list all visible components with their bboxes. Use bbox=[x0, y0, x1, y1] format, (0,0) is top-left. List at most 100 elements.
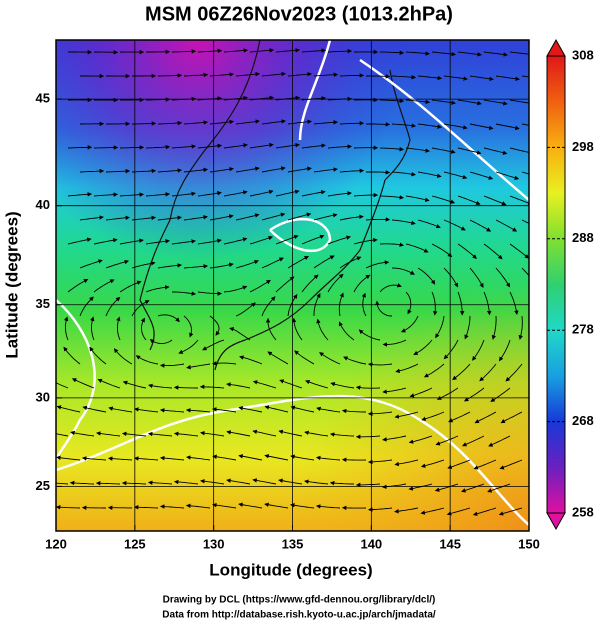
streamline bbox=[69, 480, 95, 486]
streamline bbox=[405, 147, 430, 153]
streamline bbox=[521, 267, 529, 277]
streamline bbox=[294, 350, 315, 365]
streamline bbox=[313, 119, 339, 125]
streamline bbox=[287, 256, 309, 269]
streamline bbox=[448, 411, 471, 423]
streamline bbox=[185, 503, 211, 509]
streamline bbox=[379, 195, 405, 200]
streamline bbox=[315, 455, 341, 461]
streamline bbox=[423, 363, 445, 378]
streamline bbox=[290, 405, 315, 413]
streamline bbox=[183, 215, 208, 221]
streamline bbox=[178, 339, 199, 354]
streamline bbox=[391, 171, 416, 177]
streamline bbox=[223, 190, 248, 197]
streamline bbox=[509, 291, 519, 316]
streamline bbox=[264, 502, 289, 509]
streamline bbox=[121, 431, 147, 437]
streamline bbox=[301, 274, 319, 293]
streamline bbox=[93, 192, 119, 197]
streamline bbox=[327, 191, 352, 197]
streamline bbox=[79, 168, 105, 174]
streamline bbox=[157, 73, 183, 78]
streamline bbox=[235, 213, 260, 221]
streamline bbox=[93, 237, 118, 245]
streamline bbox=[105, 296, 121, 317]
streamline bbox=[463, 387, 485, 402]
streamline bbox=[252, 478, 277, 485]
streamline bbox=[67, 192, 93, 197]
streamline bbox=[305, 380, 329, 389]
streamline bbox=[353, 237, 378, 245]
streamline bbox=[157, 215, 182, 221]
streamline bbox=[495, 219, 518, 232]
streamline bbox=[391, 123, 417, 128]
streamline bbox=[469, 123, 494, 131]
streamline bbox=[408, 435, 433, 444]
colorbar-bottom-arrow bbox=[546, 512, 566, 531]
streamline bbox=[183, 120, 209, 125]
streamline bbox=[235, 260, 259, 269]
streamline bbox=[457, 195, 481, 205]
streamline bbox=[405, 291, 412, 315]
streamline bbox=[183, 264, 209, 269]
streamline bbox=[134, 407, 159, 413]
streamline bbox=[495, 171, 520, 180]
streamline bbox=[367, 411, 393, 417]
streamline bbox=[275, 235, 299, 245]
streamline bbox=[490, 387, 511, 402]
streamline bbox=[264, 454, 289, 461]
streamline bbox=[431, 51, 457, 57]
streamline bbox=[278, 429, 303, 437]
streamline bbox=[229, 326, 251, 341]
streamline bbox=[417, 171, 442, 178]
streamline bbox=[197, 191, 222, 197]
y-tick-label: 25 bbox=[36, 478, 50, 493]
streamline bbox=[261, 166, 286, 173]
streamline bbox=[287, 212, 312, 221]
streamline bbox=[313, 255, 335, 269]
streamline bbox=[235, 71, 261, 77]
streamline bbox=[313, 72, 339, 78]
streamline bbox=[267, 351, 289, 365]
streamline bbox=[521, 75, 529, 78]
streamline bbox=[443, 171, 468, 180]
streamline bbox=[379, 146, 405, 152]
streamline bbox=[498, 339, 511, 362]
streamline bbox=[96, 431, 121, 437]
coastlines bbox=[139, 40, 411, 371]
streamline bbox=[56, 405, 81, 413]
streamline bbox=[148, 383, 173, 389]
streamline bbox=[509, 51, 529, 55]
streamline bbox=[131, 168, 157, 174]
streamline bbox=[469, 75, 494, 82]
streamline bbox=[200, 478, 225, 485]
streamline bbox=[149, 338, 173, 345]
streamline bbox=[498, 507, 523, 516]
streamline bbox=[327, 273, 344, 293]
streamline bbox=[365, 260, 390, 269]
streamline bbox=[183, 315, 194, 338]
streamline bbox=[212, 407, 237, 413]
y-tick-label: 30 bbox=[36, 389, 50, 404]
streamline bbox=[147, 431, 173, 437]
y-tick-label: 35 bbox=[36, 296, 50, 311]
streamline bbox=[417, 75, 443, 81]
x-tick-label: 150 bbox=[518, 536, 540, 551]
streamline bbox=[327, 48, 353, 54]
streamline bbox=[339, 73, 365, 78]
streamline bbox=[395, 363, 419, 374]
streamline bbox=[67, 237, 92, 245]
streamline bbox=[339, 120, 365, 126]
colorbar-tick-label: 288 bbox=[572, 230, 594, 245]
colorbar-tick-label: 268 bbox=[572, 413, 594, 428]
streamline bbox=[474, 411, 497, 424]
streamline bbox=[131, 215, 157, 221]
streamline bbox=[261, 296, 276, 317]
streamline bbox=[353, 192, 379, 198]
streamline bbox=[183, 167, 209, 173]
streamline bbox=[329, 432, 355, 437]
streamline bbox=[435, 315, 445, 339]
streamline bbox=[173, 479, 199, 485]
